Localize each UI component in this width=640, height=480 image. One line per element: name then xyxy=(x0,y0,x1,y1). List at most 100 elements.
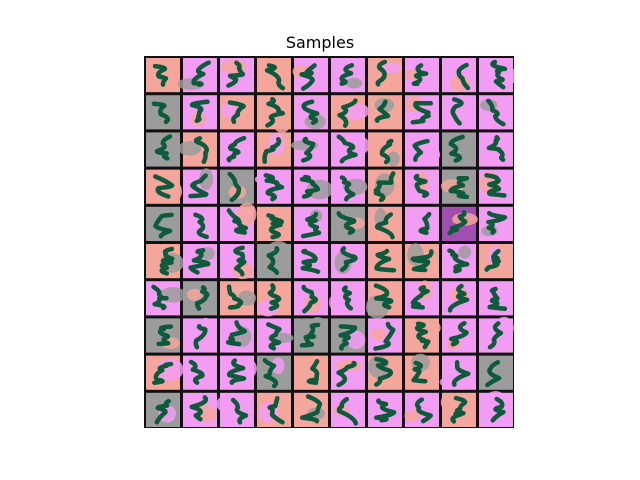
sample-tile xyxy=(146,132,180,167)
sample-tile xyxy=(440,392,476,427)
sample-tile xyxy=(294,169,334,204)
digit-stroke xyxy=(189,99,210,124)
sample-tile xyxy=(328,281,365,316)
digit-stroke xyxy=(264,63,286,91)
sample-tile xyxy=(331,318,366,353)
sample-tile xyxy=(479,132,513,167)
sample-tile xyxy=(294,206,328,241)
tile-blotch xyxy=(178,141,202,156)
digit-stroke xyxy=(414,397,433,424)
sample-tile xyxy=(294,281,328,316)
digit-stroke xyxy=(484,248,501,272)
digit-stroke xyxy=(306,358,320,385)
sample-tile xyxy=(331,392,365,427)
digit-stroke xyxy=(484,173,507,198)
digit-stroke xyxy=(379,138,394,165)
digit-stroke xyxy=(339,175,356,202)
sample-tile xyxy=(257,95,291,134)
sample-tile xyxy=(368,132,402,167)
sample-tile xyxy=(367,392,402,427)
sample-tile xyxy=(479,206,513,241)
digit-stroke xyxy=(413,173,430,199)
digit-stroke xyxy=(448,175,470,200)
digit-stroke xyxy=(299,322,321,348)
digit-stroke xyxy=(373,321,396,351)
sample-tile xyxy=(442,95,476,130)
digit-stroke xyxy=(374,212,395,240)
sample-tile xyxy=(331,244,365,279)
digit-stroke xyxy=(336,134,358,164)
sample-tile xyxy=(183,317,217,353)
digit-stroke xyxy=(299,174,321,199)
sample-tile xyxy=(220,95,254,130)
digit-stroke xyxy=(447,283,470,313)
tile-blotch xyxy=(344,103,370,120)
digit-stroke xyxy=(227,171,242,203)
digit-stroke xyxy=(339,246,358,272)
digit-stroke xyxy=(267,395,285,425)
sample-tile xyxy=(146,95,180,130)
digit-stroke xyxy=(341,285,354,311)
sample-tile xyxy=(183,95,217,130)
sample-tile xyxy=(331,355,365,390)
tile-blotch xyxy=(345,77,363,89)
digit-stroke xyxy=(191,60,211,87)
sample-tile xyxy=(183,206,217,241)
digit-stroke xyxy=(193,323,208,350)
sample-tile xyxy=(178,132,217,167)
sample-tile xyxy=(257,281,291,317)
digit-stroke xyxy=(450,395,468,424)
tile-blotch xyxy=(404,409,420,422)
digit-stroke xyxy=(156,324,174,347)
tile-blotch xyxy=(271,357,285,374)
sample-tile xyxy=(220,355,257,390)
digit-stroke xyxy=(450,97,464,126)
sample-tile xyxy=(220,169,254,204)
digit-stroke xyxy=(487,286,508,311)
tile-blotch xyxy=(236,358,257,379)
sample-tile xyxy=(331,95,370,130)
sample-tile xyxy=(405,318,441,353)
digit-stroke xyxy=(339,62,355,86)
sample-tile xyxy=(405,353,439,390)
sample-tile xyxy=(290,132,328,167)
digit-stroke xyxy=(189,395,209,422)
digit-stroke xyxy=(153,174,175,199)
digit-stroke xyxy=(299,394,323,424)
digit-stroke xyxy=(448,134,465,163)
sample-tile xyxy=(442,281,476,316)
sample-tile xyxy=(220,281,256,316)
digit-stroke xyxy=(336,396,359,426)
sample-tile xyxy=(479,390,513,427)
digit-stroke xyxy=(152,63,169,87)
sample-tile xyxy=(405,95,439,130)
digit-stroke xyxy=(188,359,205,385)
digit-stroke xyxy=(226,135,247,163)
sample-tile xyxy=(257,58,291,93)
digit-stroke xyxy=(486,210,508,235)
sample-tile xyxy=(405,132,441,167)
digit-stroke xyxy=(301,99,320,125)
sample-tile xyxy=(294,392,328,427)
digit-stroke xyxy=(410,285,430,310)
digit-stroke xyxy=(447,248,470,274)
digit-stroke xyxy=(226,60,246,88)
sample-tile xyxy=(368,244,402,279)
digit-stroke xyxy=(374,99,391,123)
digit-stroke xyxy=(154,134,173,161)
digit-stroke xyxy=(486,135,506,162)
sample-tile xyxy=(220,202,257,241)
tile-blotch xyxy=(495,372,512,385)
tile-blotch xyxy=(199,168,214,191)
digit-stroke xyxy=(301,284,319,314)
digit-stroke xyxy=(225,320,248,347)
digit-stroke xyxy=(265,96,286,128)
digit-stroke xyxy=(151,284,169,311)
digit-stroke xyxy=(448,320,469,347)
digit-stroke xyxy=(456,62,471,91)
digit-stroke xyxy=(447,210,468,236)
tile-blotch xyxy=(387,151,400,167)
sample-tile xyxy=(220,244,254,280)
sample-tile xyxy=(146,355,184,390)
sample-tile xyxy=(146,244,184,279)
